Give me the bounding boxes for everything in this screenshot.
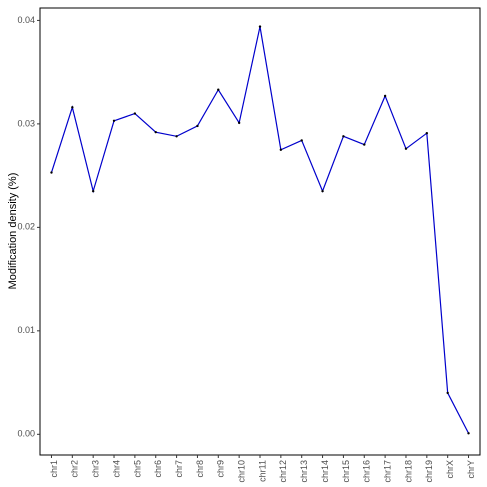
x-tick-label: chr6 — [153, 460, 163, 478]
data-point — [342, 135, 345, 138]
data-point — [237, 121, 241, 125]
y-axis-title: Modification density (%) — [7, 173, 19, 290]
data-point — [258, 25, 262, 28]
x-tick-label: chr14 — [320, 460, 330, 483]
data-point — [50, 171, 53, 174]
data-point — [279, 148, 283, 151]
x-tick-label: chr17 — [382, 460, 392, 483]
data-line — [50, 26, 470, 434]
data-point — [154, 130, 157, 134]
x-tick-label: chrX — [445, 460, 455, 479]
data-point — [71, 106, 74, 109]
x-tick-label: chr12 — [278, 460, 288, 483]
data-point — [321, 189, 324, 193]
x-tick-label: chr3 — [91, 460, 101, 478]
x-tick-label: chr18 — [403, 460, 413, 483]
plot-panel — [39, 7, 481, 456]
x-tick-label: chr13 — [299, 460, 309, 483]
data-point — [217, 88, 220, 91]
x-tick-label: chr16 — [362, 460, 372, 483]
x-tick-label: chr19 — [424, 460, 434, 483]
data-point — [363, 143, 366, 146]
x-tick-label: chrY — [466, 460, 476, 479]
y-tick-label: 0.03 — [17, 118, 35, 128]
x-tick-label: chr11 — [257, 460, 267, 482]
data-point — [133, 112, 137, 115]
data-point — [425, 132, 429, 135]
data-point — [196, 124, 199, 128]
y-tick-label: 0.01 — [17, 325, 35, 335]
x-tick-label: chr7 — [174, 460, 184, 478]
data-point — [91, 189, 95, 193]
x-tick-label: chr1 — [49, 460, 59, 478]
data-point — [300, 139, 303, 142]
data-point — [112, 119, 116, 122]
x-tick-label: chr4 — [111, 460, 121, 478]
data-point — [446, 391, 449, 395]
x-tick-label: chr10 — [237, 460, 247, 483]
y-tick-label: 0.04 — [17, 15, 35, 25]
x-tick-label: chr8 — [195, 460, 205, 478]
data-point — [404, 147, 408, 150]
x-tick-label: chr5 — [132, 460, 142, 478]
data-point — [175, 135, 178, 138]
data-point — [467, 432, 470, 435]
x-tick-label: chr15 — [341, 460, 351, 483]
x-tick-label: chr9 — [216, 460, 226, 478]
data-point — [383, 94, 387, 98]
y-tick-label: 0.00 — [17, 429, 35, 439]
x-tick-label: chr2 — [70, 460, 80, 478]
y-tick-label: 0.02 — [17, 222, 35, 232]
